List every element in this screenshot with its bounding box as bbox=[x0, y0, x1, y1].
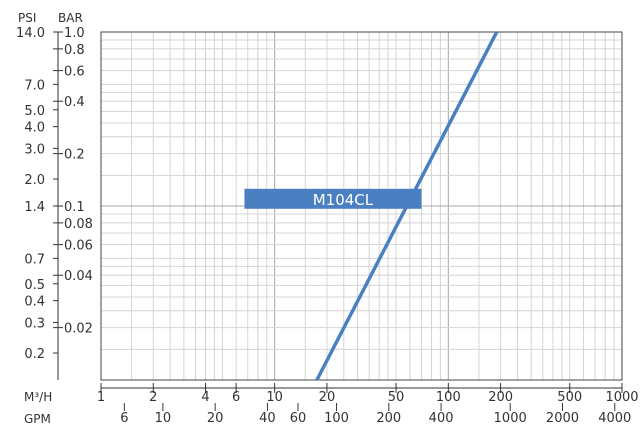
bar-tick-label: 0.6 bbox=[64, 65, 85, 80]
flow-tick-label: 4 bbox=[201, 390, 209, 405]
gpm-tick-label: 1000 bbox=[494, 411, 527, 426]
psi-tick-label: 2.0 bbox=[24, 173, 45, 188]
gpm-tick-label: 10 bbox=[155, 411, 172, 426]
flow-tick-label: 10 bbox=[266, 390, 283, 405]
psi-tick-label: 7.0 bbox=[24, 78, 45, 93]
psi-axis: 1.0 0.8 0.6 0.4 0.2 0.1 0.08 0.06 0.04 0.02 14.0 7.… bbox=[16, 26, 93, 380]
bar-tick-label: 1.0 bbox=[64, 26, 85, 41]
flow-tick-label: 1000 bbox=[605, 390, 638, 405]
plot-frame bbox=[100, 31, 623, 381]
bar-axis-title: BAR bbox=[58, 11, 83, 25]
gpm-tick-label: 100 bbox=[324, 411, 349, 426]
bar-tick-label: 0.4 bbox=[64, 95, 85, 110]
series-label-text: M104CL bbox=[313, 191, 374, 209]
psi-tick-label: 0.5 bbox=[24, 278, 45, 293]
flow-tick-label: 20 bbox=[319, 390, 336, 405]
gpm-tick-label: 400 bbox=[429, 411, 454, 426]
flow-axis: 1 2 4 6 10 20 50 100 200 500 1000 6 10 20 40 60 100 200 40… bbox=[97, 383, 639, 426]
gpm-tick-label: 20 bbox=[207, 411, 224, 426]
flow-tick-label: 200 bbox=[488, 390, 513, 405]
psi-tick-label: 4.0 bbox=[24, 121, 45, 136]
psi-tick-label: 0.7 bbox=[24, 252, 45, 267]
series-annotation: M104CL bbox=[244, 188, 422, 209]
bar-tick-label: 0.02 bbox=[64, 322, 93, 337]
flow-tick-label: 2 bbox=[149, 390, 157, 405]
psi-tick-label: 5.0 bbox=[24, 104, 45, 119]
flow-tick-label: 50 bbox=[388, 390, 405, 405]
psi-tick-label: 0.2 bbox=[24, 347, 45, 362]
flow-tick-label: 500 bbox=[557, 390, 582, 405]
psi-tick-label: 0.4 bbox=[24, 295, 45, 310]
flow-tick-label: 1 bbox=[97, 390, 105, 405]
gpm-tick-label: 6 bbox=[120, 411, 128, 426]
flow-tick-label: 100 bbox=[436, 390, 461, 405]
gpm-tick-label: 2000 bbox=[546, 411, 579, 426]
series-label-box bbox=[244, 188, 422, 209]
gpm-tick-label: 60 bbox=[290, 411, 307, 426]
psi-axis-title: PSI bbox=[18, 11, 36, 25]
gpm-tick-label: 40 bbox=[259, 411, 276, 426]
bar-tick-label: 0.08 bbox=[64, 217, 93, 232]
bar-tick-label: 0.1 bbox=[64, 200, 85, 215]
bar-tick-label: 0.04 bbox=[64, 269, 93, 284]
gpm-axis-title: GPM bbox=[24, 412, 51, 426]
bar-tick-label: 0.06 bbox=[64, 239, 93, 254]
flow-tick-label: 6 bbox=[232, 390, 240, 405]
gpm-tick-label: 200 bbox=[376, 411, 401, 426]
gpm-tick-label: 4000 bbox=[598, 411, 631, 426]
psi-tick-label: 14.0 bbox=[16, 26, 45, 41]
flow-axis-title: M³/H bbox=[24, 390, 52, 404]
psi-tick-label: 0.3 bbox=[24, 316, 45, 331]
psi-tick-label: 1.4 bbox=[24, 200, 45, 215]
bar-tick-label: 0.2 bbox=[64, 148, 85, 163]
psi-tick-label: 3.0 bbox=[24, 142, 45, 157]
bar-tick-label: 0.8 bbox=[64, 43, 85, 58]
